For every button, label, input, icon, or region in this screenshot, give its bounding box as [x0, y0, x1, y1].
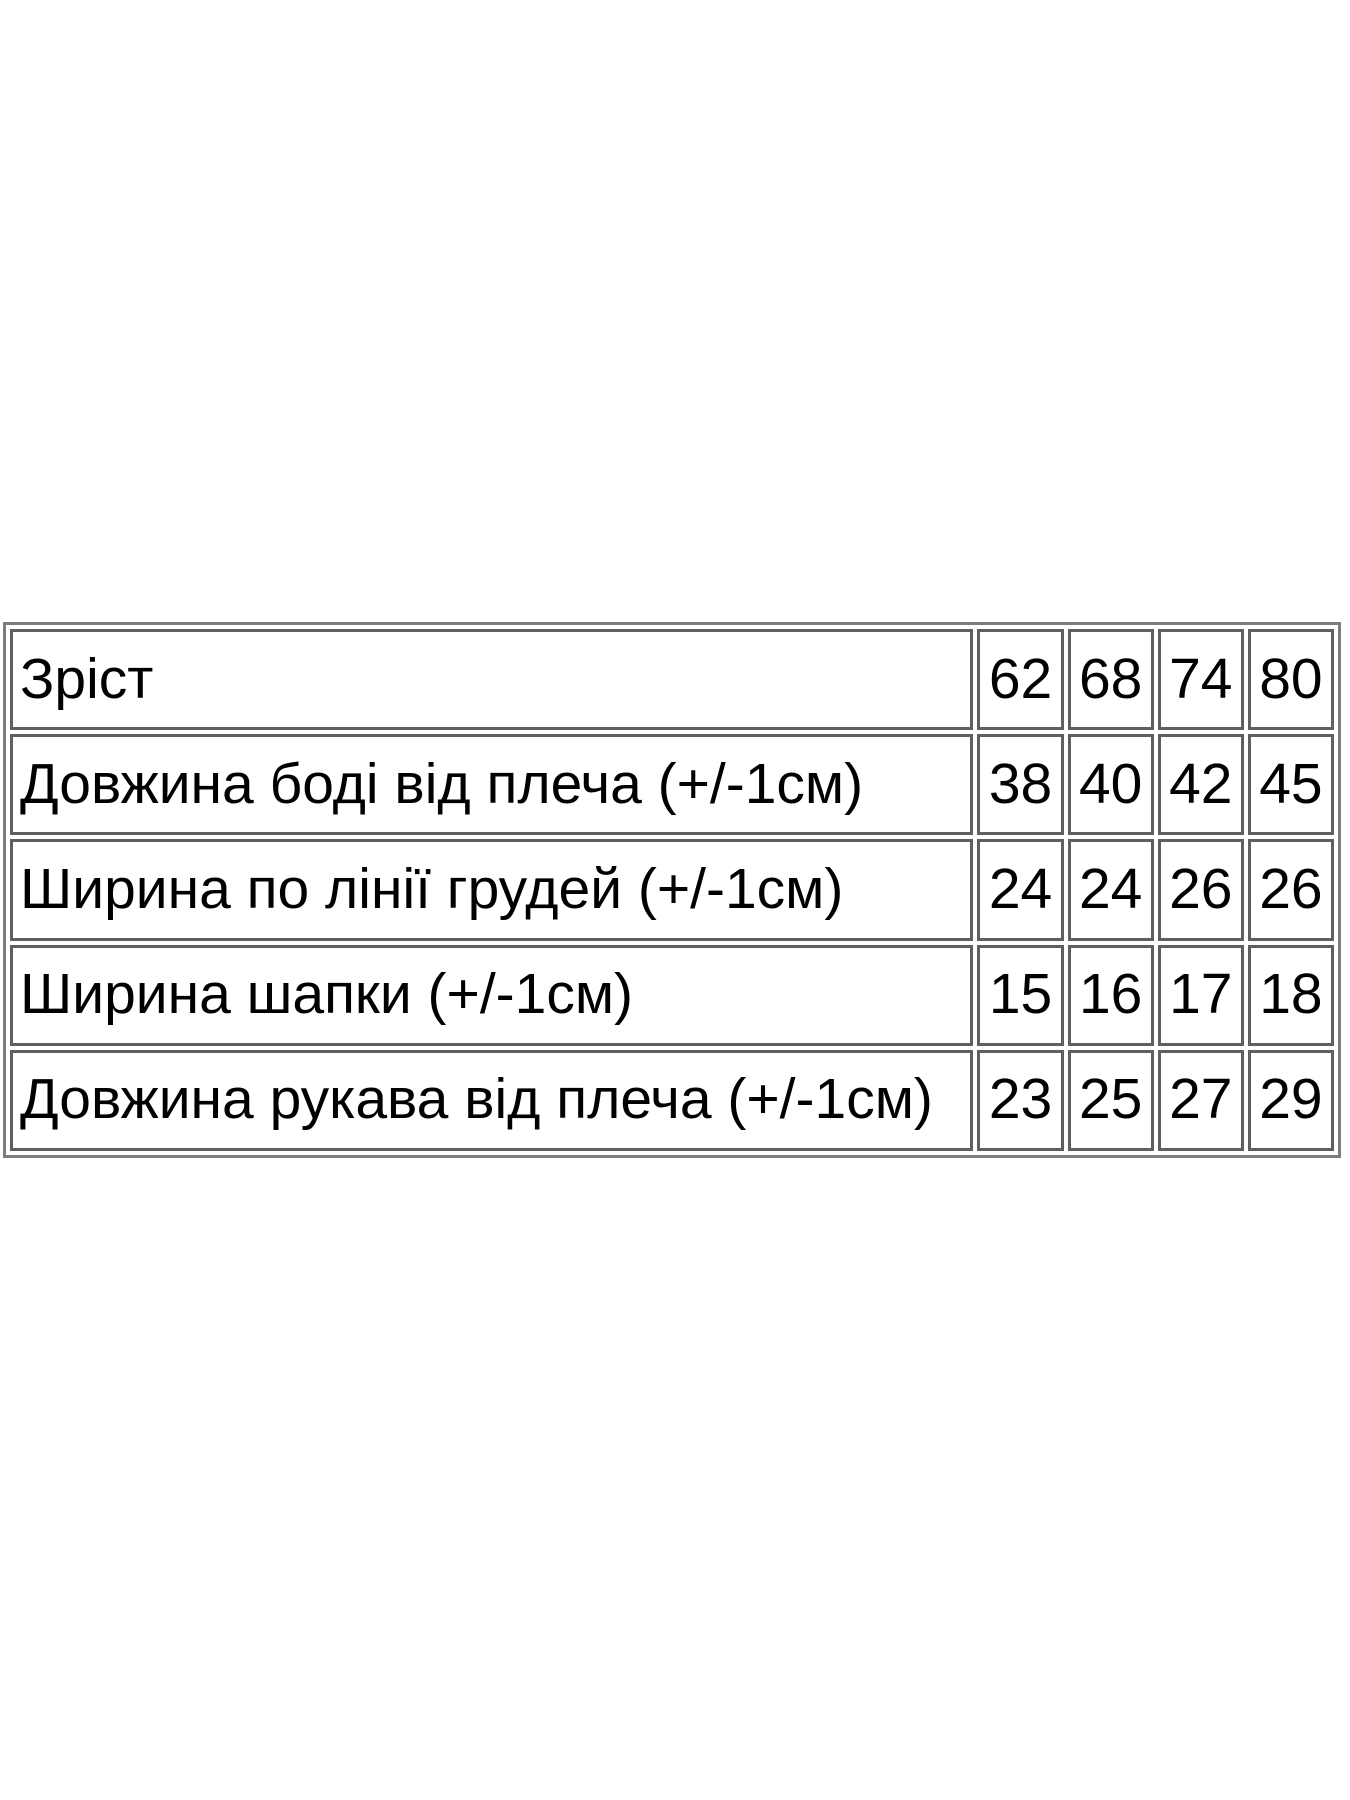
size-cell: 23 [977, 1049, 1064, 1151]
size-cell: 38 [977, 734, 1064, 836]
row-label: Довжина боді від плеча (+/-1см) [10, 734, 974, 836]
size-cell: 68 [1067, 629, 1154, 731]
size-cell: 26 [1157, 839, 1244, 941]
size-cell: 17 [1157, 944, 1244, 1046]
row-label: Ширина шапки (+/-1см) [10, 944, 974, 1046]
table-row: Зріст 62 68 74 80 [10, 629, 1334, 731]
table-row: Довжина боді від плеча (+/-1см) 38 40 42… [10, 734, 1334, 836]
size-cell: 62 [977, 629, 1064, 731]
table-row: Довжина рукава від плеча (+/-1см) 23 25 … [10, 1049, 1334, 1151]
size-cell: 24 [977, 839, 1064, 941]
table-row: Ширина по лінії грудей (+/-1см) 24 24 26… [10, 839, 1334, 941]
size-cell: 18 [1247, 944, 1334, 1046]
size-cell: 80 [1247, 629, 1334, 731]
size-cell: 45 [1247, 734, 1334, 836]
size-cell: 25 [1067, 1049, 1154, 1151]
size-cell: 40 [1067, 734, 1154, 836]
size-cell: 29 [1247, 1049, 1334, 1151]
size-table: Зріст 62 68 74 80 Довжина боді від плеча… [3, 622, 1341, 1158]
size-cell: 42 [1157, 734, 1244, 836]
size-cell: 74 [1157, 629, 1244, 731]
row-label: Ширина по лінії грудей (+/-1см) [10, 839, 974, 941]
size-cell: 16 [1067, 944, 1154, 1046]
size-cell: 24 [1067, 839, 1154, 941]
row-label: Зріст [10, 629, 974, 731]
size-cell: 27 [1157, 1049, 1244, 1151]
row-label: Довжина рукава від плеча (+/-1см) [10, 1049, 974, 1151]
size-cell: 15 [977, 944, 1064, 1046]
table-row: Ширина шапки (+/-1см) 15 16 17 18 [10, 944, 1334, 1046]
size-cell: 26 [1247, 839, 1334, 941]
